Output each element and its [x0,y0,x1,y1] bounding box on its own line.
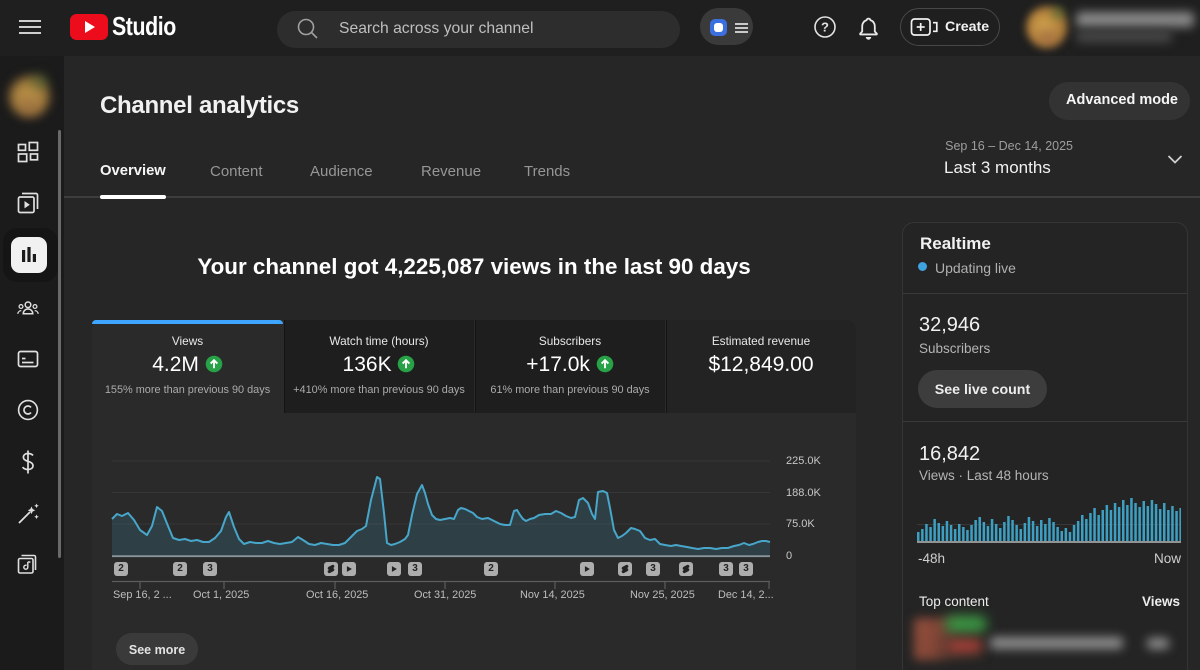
svg-text:?: ? [821,20,829,35]
